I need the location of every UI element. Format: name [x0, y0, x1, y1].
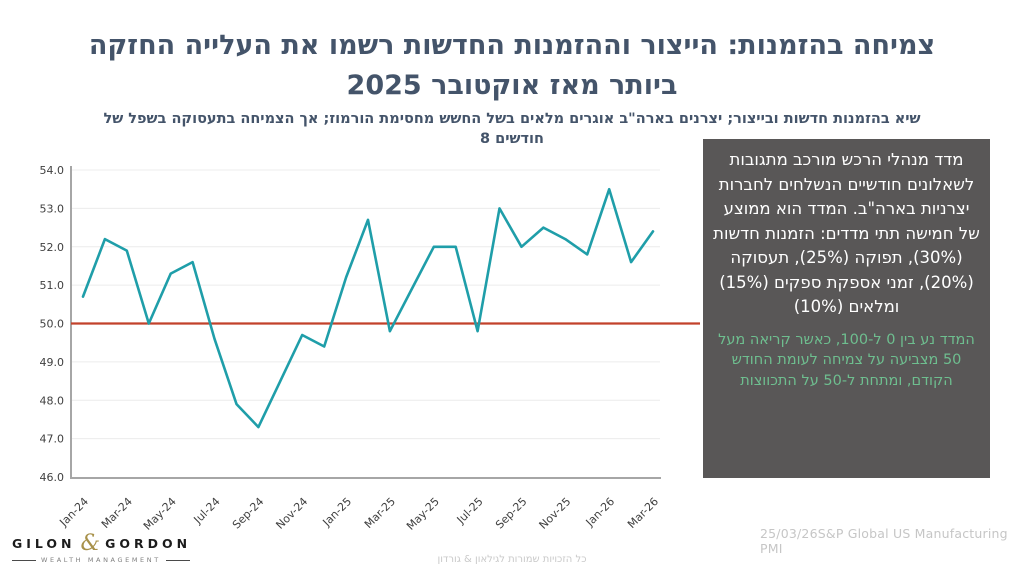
pmi-chart: 46.0 47.0 48.0 49.0 50.0 51.0 52.0 53.0 54.0 Jan… [40, 164, 700, 533]
logo-name-right: GORDON [105, 536, 192, 551]
svg-text:Jul-25: Jul-25 [454, 495, 486, 527]
svg-text:Sep-24: Sep-24 [230, 495, 267, 532]
logo-wordmark: GILON & GORDON [12, 531, 187, 556]
svg-text:May-25: May-25 [404, 495, 442, 533]
logo-rule-right [165, 559, 190, 561]
copyright-text: כל הזכויות שמורות לגילאון & גורדון [437, 554, 587, 565]
svg-text:48.0: 48.0 [40, 394, 65, 407]
svg-text:Jan-25: Jan-25 [320, 495, 355, 530]
logo-rule-left [12, 559, 36, 561]
svg-text:May-24: May-24 [141, 495, 179, 533]
source-text: 25/03/26S&P Global US Manufacturing PMI [760, 526, 1008, 556]
logo-tagline: WEALTH MANAGEMENT [41, 556, 161, 564]
svg-text:46.0: 46.0 [40, 471, 65, 484]
svg-text:Jul-24: Jul-24 [191, 495, 223, 527]
svg-text:53.0: 53.0 [40, 202, 65, 215]
svg-text:Mar-26: Mar-26 [625, 495, 661, 531]
chart-y-tick-labels: 46.0 47.0 48.0 49.0 50.0 51.0 52.0 53.0 54.0 [40, 164, 65, 484]
logo-tagline-row: WEALTH MANAGEMENT [12, 556, 190, 564]
svg-text:Sep-25: Sep-25 [493, 495, 530, 532]
page-title-line1: צמיחה בהזמנות: הייצור וההזמנות החדשות רש… [88, 30, 936, 62]
svg-text:Nov-24: Nov-24 [273, 495, 310, 532]
pmi-line [81, 187, 655, 429]
page-subtitle: שיא בהזמנות חדשות ובייצור; יצרנים בארה"ב… [12, 109, 1012, 149]
chart-gridlines [71, 169, 660, 440]
logo-name-left: GILON [12, 536, 76, 551]
svg-text:Mar-25: Mar-25 [362, 495, 398, 531]
logo-ampersand: & [80, 531, 101, 556]
svg-text:47.0: 47.0 [40, 433, 65, 446]
info-box-highlight-text: המדד נע בין 0 ל-100, כאשר קריאה מעל 50 מ… [718, 331, 975, 389]
page-title: צמיחה בהזמנות: הייצור וההזמנות החדשות רש… [12, 26, 1012, 106]
svg-text:Jan-24: Jan-24 [57, 495, 92, 530]
chart-x-tick-labels: Jan-24 Mar-24 May-24 Jul-24 Sep-24 Nov-24 Jan-… [57, 495, 662, 533]
svg-text:Jan-26: Jan-26 [583, 495, 618, 530]
company-logo: GILON & GORDON WEALTH MANAGEMENT [12, 531, 190, 564]
page-subtitle-line2: 8 חודשים [480, 131, 544, 148]
svg-text:50.0: 50.0 [40, 318, 65, 331]
svg-text:49.0: 49.0 [40, 356, 65, 369]
svg-text:Mar-24: Mar-24 [99, 495, 135, 531]
page-subtitle-line1: שיא בהזמנות חדשות ובייצור; יצרנים בארה"ב… [103, 111, 921, 128]
svg-text:51.0: 51.0 [40, 279, 65, 292]
svg-text:52.0: 52.0 [40, 241, 65, 254]
svg-text:Nov-25: Nov-25 [537, 495, 574, 532]
page-title-line2: ביותר מאז אוקטובר 2025 [346, 70, 678, 102]
info-box-main-text: מדד מנהלי הרכש מורכב מתגובות לשאלונים חו… [713, 150, 980, 316]
info-box: מדד מנהלי הרכש מורכב מתגובות לשאלונים חו… [703, 139, 990, 478]
svg-text:54.0: 54.0 [40, 164, 65, 177]
